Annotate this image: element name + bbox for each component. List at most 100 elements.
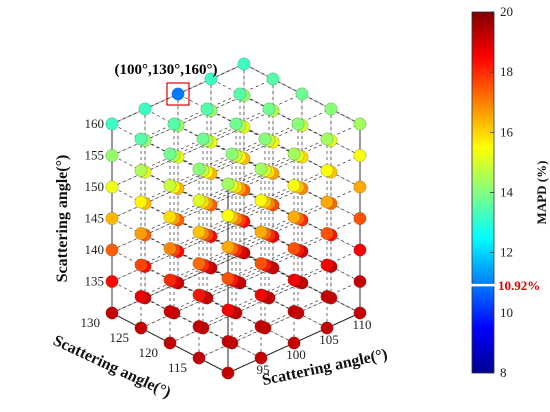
data-point (192, 288, 206, 302)
lattice-line (144, 108, 262, 170)
data-point (287, 242, 301, 255)
data-point (138, 102, 152, 116)
data-point (134, 132, 148, 146)
data-point (134, 164, 148, 177)
x-tick-label: 105 (319, 332, 339, 347)
colorbar-tick-label: 18 (500, 64, 513, 79)
data-point (134, 321, 148, 335)
lattice-line (111, 249, 229, 311)
colorbar-tick-label: 8 (500, 365, 507, 380)
z-tick-label: 140 (85, 242, 105, 257)
lattice-line (111, 281, 229, 342)
data-point (353, 117, 367, 131)
lattice-line (111, 155, 229, 216)
lattice-line (144, 203, 262, 264)
data-point (262, 102, 276, 116)
data-point (320, 227, 334, 240)
data-point (320, 321, 334, 335)
colorbar-tick-label: 14 (500, 185, 514, 200)
data-point (163, 242, 177, 255)
data-point (163, 210, 177, 224)
data-point (221, 366, 235, 380)
data-point (353, 275, 367, 288)
data-point (167, 117, 181, 131)
data-point (196, 132, 210, 146)
data-point (171, 87, 185, 101)
data-point (320, 195, 334, 209)
z-tick-label: 150 (85, 179, 105, 194)
data-point (221, 209, 235, 222)
data-point (237, 57, 251, 71)
data-point (192, 194, 206, 207)
lattice-line (111, 186, 229, 248)
lattice-line (243, 95, 361, 156)
lattice-line (144, 266, 262, 327)
lattice-line (210, 110, 328, 171)
data-point (254, 194, 268, 207)
z-tick-label: 135 (85, 274, 105, 289)
lattice-line (144, 171, 262, 233)
data-point (320, 132, 334, 146)
colorbar-tick-label: 10 (500, 305, 513, 320)
lattice-line (177, 125, 295, 186)
data-point (254, 162, 268, 176)
data-point (221, 272, 235, 285)
data-point (320, 290, 334, 303)
data-point (221, 303, 235, 317)
data-point (221, 240, 235, 254)
data-point (192, 225, 206, 239)
x-axis-label: Scattering angle(°) (261, 346, 389, 389)
axis-ticks: 135 140 145 150 155 160 95 100 105 110 115 120 125 13… (81, 116, 372, 377)
z-axis-label: Scattering angle(°) (54, 155, 71, 283)
data-point (105, 212, 119, 225)
data-point (134, 258, 148, 272)
colorbar-tick-label: 12 (500, 245, 513, 260)
data-point (320, 258, 334, 272)
lattice-line (177, 93, 295, 155)
data-point (105, 306, 119, 320)
data-point (163, 305, 177, 318)
data-point (229, 117, 243, 131)
data-point (192, 257, 206, 270)
data-point (254, 351, 268, 365)
data-point (258, 132, 272, 146)
data-point (320, 164, 334, 177)
colorbar: 8 10 12 14 16 18 20 MAPD (%) 10.92% (470, 4, 549, 380)
data-point (287, 305, 301, 318)
z-tick-label: 155 (85, 148, 105, 163)
data-point (225, 147, 239, 161)
data-point (105, 180, 119, 194)
data-point (192, 320, 206, 333)
data-point (353, 149, 367, 162)
y-tick-label: 115 (168, 360, 187, 375)
data-point (134, 195, 148, 209)
colorbar-label: MAPD (%) (534, 161, 549, 225)
data-point (105, 275, 119, 288)
data-point (287, 147, 301, 161)
x-tick-label: 95 (257, 362, 270, 377)
data-point (295, 87, 309, 101)
data-point (105, 243, 119, 257)
colorbar-tick-label: 20 (500, 4, 513, 19)
data-point (105, 149, 119, 162)
y-tick-label: 125 (110, 330, 130, 345)
annotation-label: (100°,130°,160°) (115, 62, 218, 78)
lattice-line (144, 297, 262, 359)
data-point (233, 87, 247, 101)
x-tick-label: 100 (286, 347, 306, 362)
data-point (287, 336, 301, 350)
data-point (204, 72, 218, 86)
lattice-line (111, 123, 229, 185)
lattice-line (243, 63, 361, 125)
data-point (163, 147, 177, 161)
lattice-line (111, 218, 229, 279)
annotation: (100°,130°,160°) (115, 62, 218, 106)
y-tick-label: 120 (139, 345, 159, 360)
data-point (287, 210, 301, 224)
lattice-line (144, 234, 262, 296)
lattice-line (111, 312, 229, 374)
data-point (163, 273, 177, 287)
data-point (353, 212, 367, 225)
data-point (287, 179, 301, 192)
